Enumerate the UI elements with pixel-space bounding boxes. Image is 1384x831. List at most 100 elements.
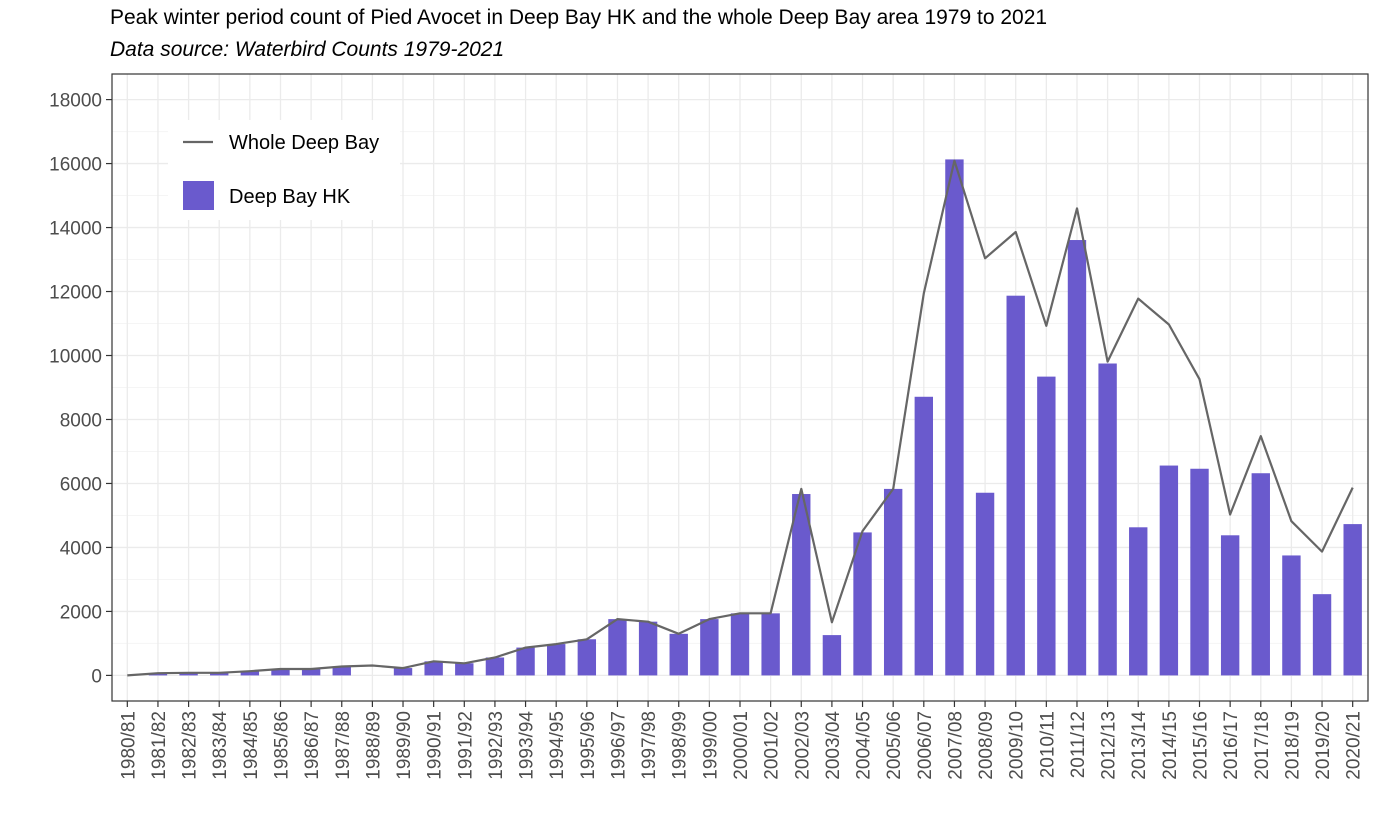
x-tick-label: 1984/85 xyxy=(241,711,262,780)
y-tick-label: 6000 xyxy=(60,474,102,495)
x-tick-label: 1997/98 xyxy=(639,711,660,780)
x-tick-label: 2008/09 xyxy=(976,711,997,780)
bar-deep-bay-hk xyxy=(669,633,688,676)
x-tick-label: 2016/17 xyxy=(1221,711,1242,780)
x-tick-label: 2013/14 xyxy=(1129,711,1150,780)
bar-deep-bay-hk xyxy=(761,613,780,676)
x-tick-label: 2002/03 xyxy=(792,711,813,780)
x-tick-label: 2010/11 xyxy=(1037,711,1058,778)
x-tick-label: 2007/08 xyxy=(945,711,966,780)
y-tick-label: 10000 xyxy=(49,347,102,368)
y-tick-label: 14000 xyxy=(49,219,102,240)
x-tick-label: 2001/02 xyxy=(762,711,783,780)
x-tick-label: 1991/92 xyxy=(455,711,476,780)
bar-deep-bay-hk xyxy=(1220,535,1240,676)
x-tick-label: 2017/18 xyxy=(1252,711,1273,780)
legend-label-deep-bay-hk: Deep Bay HK xyxy=(229,186,351,208)
bar-deep-bay-hk xyxy=(210,672,229,676)
x-tick-label: 2000/01 xyxy=(731,711,752,780)
bar-deep-bay-hk xyxy=(730,613,750,676)
chart-subtitle: Data source: Waterbird Counts 1979-2021 xyxy=(110,38,505,61)
bar-deep-bay-hk xyxy=(975,492,995,676)
x-tick-label: 2006/07 xyxy=(915,711,936,780)
x-tick-label: 1980/81 xyxy=(118,711,139,780)
bar-deep-bay-hk xyxy=(1190,468,1209,676)
x-tick-label: 1995/96 xyxy=(578,711,599,780)
x-tick-label: 2020/21 xyxy=(1344,711,1365,780)
bar-deep-bay-hk xyxy=(914,396,933,676)
bar-deep-bay-hk xyxy=(1343,524,1362,676)
y-tick-label: 2000 xyxy=(60,602,102,623)
legend-label-whole-deep-bay: Whole Deep Bay xyxy=(229,132,379,154)
line-whole-deep-bay xyxy=(127,159,1354,677)
x-tick-label: 2015/16 xyxy=(1191,711,1212,780)
bar-deep-bay-hk xyxy=(883,488,903,676)
bar-deep-bay-hk xyxy=(1312,594,1332,676)
bar-deep-bay-hk xyxy=(608,619,627,676)
axis-layer: 0 2000 4000 6000 8000 10000 12000 14000 16000 180… xyxy=(49,73,1369,780)
x-tick-label: 2011/12 xyxy=(1068,711,1089,778)
bar-deep-bay-hk xyxy=(240,671,260,676)
bar-deep-bay-hk xyxy=(424,661,443,676)
line-layer xyxy=(127,159,1354,677)
bar-deep-bay-hk xyxy=(301,669,321,676)
x-tick-label: 1993/94 xyxy=(517,711,538,780)
bar-deep-bay-hk xyxy=(1251,473,1270,676)
x-tick-label: 2019/20 xyxy=(1313,711,1334,780)
y-tick-label: 16000 xyxy=(49,155,102,176)
bar-deep-bay-hk xyxy=(700,619,719,676)
bar-deep-bay-hk xyxy=(332,666,351,676)
x-tick-label: 2014/15 xyxy=(1160,711,1181,780)
bar-deep-bay-hk xyxy=(1282,555,1301,676)
chart-title: Peak winter period count of Pied Avocet … xyxy=(110,6,1048,29)
bar-deep-bay-hk xyxy=(577,639,597,676)
x-tick-label: 1989/90 xyxy=(394,711,415,780)
x-tick-label: 1988/89 xyxy=(363,711,384,780)
bar-deep-bay-hk xyxy=(1067,240,1087,676)
y-tick-label: 8000 xyxy=(60,410,102,431)
bar-deep-bay-hk xyxy=(853,532,872,676)
y-tick-label: 18000 xyxy=(49,91,102,112)
x-tick-label: 2003/04 xyxy=(823,711,844,780)
y-tick-label: 12000 xyxy=(49,283,102,304)
bar-deep-bay-hk xyxy=(792,494,811,676)
bar-deep-bay-hk xyxy=(179,672,198,676)
bar-deep-bay-hk xyxy=(1159,465,1179,676)
bar-deep-bay-hk xyxy=(547,644,566,676)
bar-deep-bay-hk xyxy=(638,621,658,676)
x-tick-label: 2009/10 xyxy=(1007,711,1028,780)
x-tick-label: 1996/97 xyxy=(608,711,629,780)
x-tick-label: 2004/05 xyxy=(854,711,875,780)
bar-deep-bay-hk xyxy=(485,657,505,676)
bar-deep-bay-hk xyxy=(455,663,474,676)
bar-layer xyxy=(148,159,1362,676)
bar-deep-bay-hk xyxy=(1098,363,1117,676)
x-tick-label: 1981/82 xyxy=(149,711,170,780)
x-tick-label: 1998/99 xyxy=(670,711,691,780)
bar-deep-bay-hk xyxy=(1129,527,1148,676)
y-tick-label: 0 xyxy=(91,666,102,687)
x-tick-label: 1982/83 xyxy=(180,711,201,780)
x-tick-label: 1983/84 xyxy=(210,711,231,780)
x-tick-label: 1987/88 xyxy=(333,711,354,780)
legend-key-deep-bay-hk xyxy=(183,181,214,210)
bar-deep-bay-hk xyxy=(822,635,842,676)
bar-deep-bay-hk xyxy=(516,647,535,676)
x-tick-label: 2018/19 xyxy=(1282,711,1303,780)
x-tick-label: 1992/93 xyxy=(486,711,507,780)
x-tick-label: 1994/95 xyxy=(547,711,568,780)
x-tick-label: 1999/00 xyxy=(700,711,721,780)
x-tick-label: 1986/87 xyxy=(302,711,323,780)
bar-deep-bay-hk xyxy=(271,669,290,676)
bar-deep-bay-hk xyxy=(393,668,413,676)
x-tick-label: 1985/86 xyxy=(271,711,292,780)
bar-deep-bay-hk xyxy=(1037,376,1056,676)
bar-deep-bay-hk xyxy=(1006,295,1025,676)
legend: Whole Deep Bay Deep Bay HK xyxy=(168,120,400,220)
bar-deep-bay-hk xyxy=(945,159,964,676)
y-tick-label: 4000 xyxy=(60,538,102,559)
x-tick-label: 1990/91 xyxy=(425,711,446,780)
x-tick-label: 2012/13 xyxy=(1099,711,1120,780)
